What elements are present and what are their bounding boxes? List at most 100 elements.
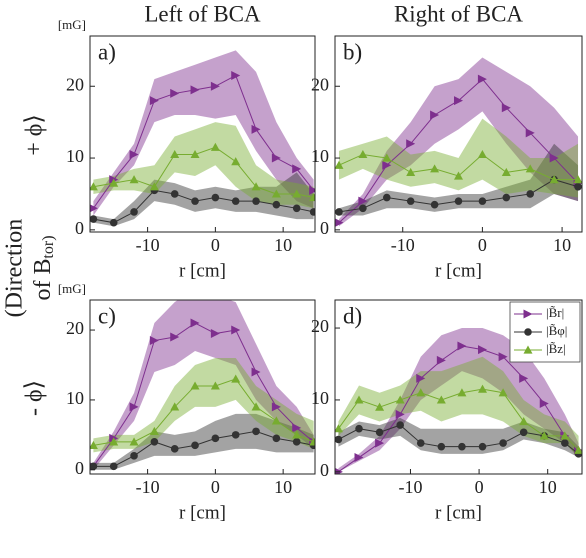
y-tick-label: 20 xyxy=(311,316,329,336)
y-unit: [mG] xyxy=(58,281,86,296)
marker xyxy=(502,193,511,202)
marker xyxy=(210,381,220,390)
marker xyxy=(292,189,302,198)
marker xyxy=(129,402,139,412)
plot-area xyxy=(90,300,315,471)
panel-title: Right of BCA xyxy=(394,1,523,26)
marker xyxy=(292,164,302,174)
marker xyxy=(478,197,487,205)
error-band xyxy=(93,50,314,216)
marker xyxy=(335,424,343,433)
error-band xyxy=(338,356,579,458)
y-unit: [mG] xyxy=(58,17,86,32)
error-band xyxy=(338,328,579,472)
panel-label: a) xyxy=(98,39,116,64)
marker xyxy=(190,318,200,328)
marker xyxy=(90,215,98,223)
marker xyxy=(90,204,98,213)
marker xyxy=(210,329,220,339)
marker xyxy=(523,309,533,319)
direction-label: of B xyxy=(30,259,56,301)
y-tick-label: 10 xyxy=(311,388,329,408)
marker xyxy=(271,416,281,425)
error-band xyxy=(338,118,579,198)
plot-area xyxy=(335,328,582,474)
marker xyxy=(190,381,200,390)
marker xyxy=(251,367,261,377)
marker xyxy=(430,164,440,173)
x-tick-label: -10 xyxy=(136,477,160,497)
marker xyxy=(539,399,549,409)
error-band xyxy=(93,413,314,470)
marker xyxy=(191,197,199,205)
marker xyxy=(416,388,426,397)
marker xyxy=(358,196,368,206)
marker xyxy=(519,373,529,383)
marker xyxy=(478,345,488,355)
axes-frame xyxy=(334,35,583,233)
marker xyxy=(292,438,301,446)
y-tick-label: 0 xyxy=(75,458,84,478)
marker xyxy=(574,182,582,191)
marker xyxy=(109,437,119,446)
axes-frame xyxy=(89,35,316,233)
plot-area xyxy=(90,50,315,227)
marker xyxy=(354,395,364,404)
marker xyxy=(396,421,404,429)
marker xyxy=(149,426,159,435)
direction-subscript: tor) xyxy=(40,235,57,258)
marker xyxy=(210,81,220,91)
legend-label: |B̃r| xyxy=(546,305,564,320)
marker xyxy=(292,204,301,213)
marker xyxy=(272,200,281,209)
x-tick-label: 10 xyxy=(539,477,557,497)
marker xyxy=(191,441,199,450)
x-tick-label: -10 xyxy=(391,235,415,255)
marker xyxy=(430,110,440,120)
marker xyxy=(190,85,200,95)
marker xyxy=(149,336,159,346)
direction-label: (Direction xyxy=(2,219,28,318)
marker xyxy=(231,374,241,383)
y-tick-label: 20 xyxy=(66,318,84,338)
marker xyxy=(272,434,281,443)
legend-label: |B̃φ| xyxy=(546,323,567,338)
marker xyxy=(499,439,507,447)
marker xyxy=(170,190,179,198)
y-tick-label: 10 xyxy=(311,146,329,166)
legend-label: |B̃z| xyxy=(546,341,566,356)
x-axis-label: r [cm] xyxy=(179,260,226,281)
marker xyxy=(231,431,240,439)
marker xyxy=(478,442,487,451)
marker xyxy=(549,153,559,163)
marker xyxy=(525,164,535,173)
marker xyxy=(109,178,119,187)
x-axis-label: r [cm] xyxy=(435,260,482,281)
marker xyxy=(251,182,261,191)
marker xyxy=(437,442,446,451)
marker xyxy=(271,402,281,412)
x-tick-label: 0 xyxy=(211,477,220,497)
error-band xyxy=(93,358,314,453)
marker xyxy=(90,462,98,471)
marker xyxy=(358,149,368,159)
marker xyxy=(149,96,159,106)
marker xyxy=(406,139,416,149)
marker xyxy=(436,395,446,404)
marker xyxy=(170,332,180,342)
marker xyxy=(524,328,532,336)
marker xyxy=(519,428,528,437)
marker xyxy=(573,175,582,184)
marker xyxy=(211,434,220,443)
panel-label: b) xyxy=(343,39,362,64)
x-tick-label: 10 xyxy=(274,235,292,255)
x-tick-label: 10 xyxy=(553,235,571,255)
y-tick-label: 0 xyxy=(320,218,329,238)
marker xyxy=(359,204,367,213)
panel-title: Left of BCA xyxy=(144,1,261,26)
marker xyxy=(436,355,446,365)
y-tick-label: 20 xyxy=(311,74,329,94)
marker xyxy=(501,103,511,113)
y-tick-label: 20 xyxy=(66,74,84,94)
marker xyxy=(406,197,415,205)
